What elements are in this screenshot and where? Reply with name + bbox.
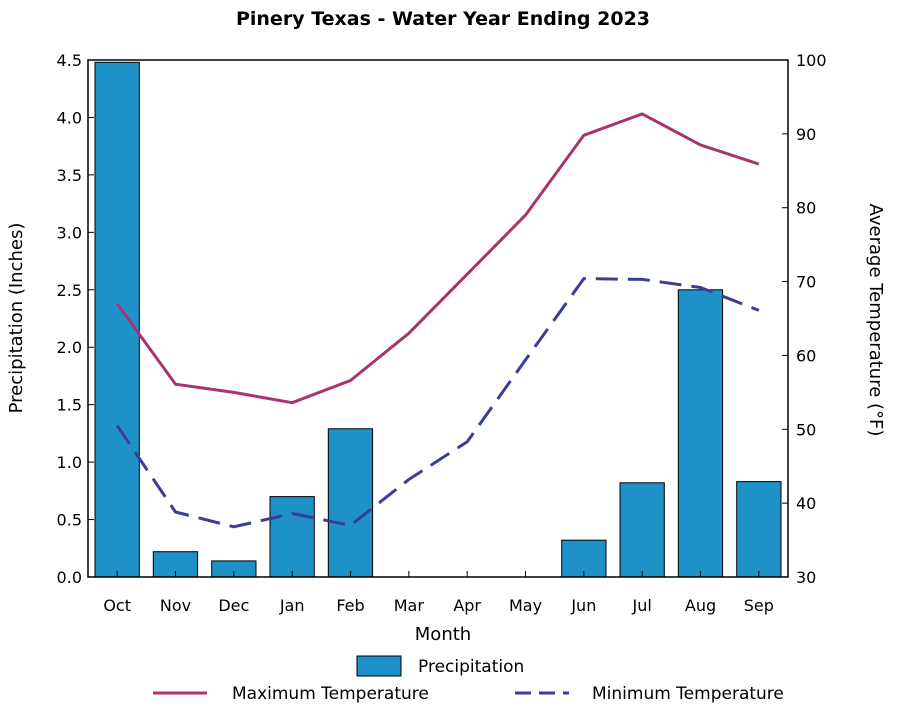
legend-max-label: Maximum Temperature bbox=[232, 684, 429, 704]
y-tick-label: 1.0 bbox=[57, 453, 82, 472]
legend-precip-swatch bbox=[356, 655, 402, 677]
x-tick-label: Jan bbox=[279, 596, 305, 615]
x-tick-label: Jun bbox=[570, 596, 596, 615]
left-axis-ticks: 0.0 0.5 1.0 1.5 2.0 2.5 3.0 3.5 4.0 4.5 bbox=[57, 51, 94, 587]
y-tick-label: 4.0 bbox=[57, 108, 82, 127]
y2-axis-label: Average Temperature (°F) bbox=[865, 204, 886, 437]
bar-feb bbox=[327, 428, 374, 578]
y-tick-label: 0.5 bbox=[57, 511, 82, 530]
y-tick-label: 4.5 bbox=[57, 51, 82, 70]
legend-min-label: Minimum Temperature bbox=[592, 684, 784, 704]
x-tick-label: Jul bbox=[632, 596, 652, 615]
bar-sep bbox=[736, 481, 782, 578]
x-tick-label: Nov bbox=[160, 596, 191, 615]
y2-tick-label: 70 bbox=[796, 273, 816, 292]
y-axis-label: Precipitation (Inches) bbox=[6, 223, 27, 414]
bar-jun bbox=[561, 539, 607, 578]
right-axis-ticks: 30 40 50 60 70 80 90 100 bbox=[782, 51, 827, 587]
x-tick-label: Apr bbox=[453, 596, 481, 615]
y2-tick-label: 30 bbox=[796, 568, 816, 587]
y2-tick-label: 60 bbox=[796, 346, 816, 365]
y2-tick-label: 50 bbox=[796, 420, 816, 439]
bar-jan bbox=[269, 496, 315, 578]
bar-jul bbox=[619, 482, 665, 578]
y-tick-label: 2.0 bbox=[57, 338, 82, 357]
lines-group bbox=[115, 112, 760, 529]
x-tick-label: May bbox=[509, 596, 542, 615]
y-tick-label: 0.0 bbox=[57, 568, 82, 587]
bars-group bbox=[94, 61, 782, 578]
y2-tick-label: 100 bbox=[796, 51, 827, 70]
y2-tick-label: 90 bbox=[796, 125, 816, 144]
bar-oct bbox=[94, 61, 140, 578]
x-axis-ticks: Oct Nov Dec Jan Feb Mar Apr May Jun Jul Aug Sep bbox=[103, 571, 774, 615]
x-tick-label: Dec bbox=[218, 596, 249, 615]
x-tick-label: Feb bbox=[336, 596, 364, 615]
y-tick-label: 1.5 bbox=[57, 396, 82, 415]
y-tick-label: 2.5 bbox=[57, 281, 82, 300]
minimum-temperature-line bbox=[115, 277, 760, 529]
x-axis-label: Month bbox=[415, 624, 471, 645]
y-tick-label: 3.0 bbox=[57, 223, 82, 242]
maximum-temperature-line bbox=[115, 112, 760, 405]
x-tick-label: Sep bbox=[744, 596, 774, 615]
legend: Precipitation Maximum Temperature Minimu… bbox=[153, 655, 784, 704]
x-tick-label: Oct bbox=[103, 596, 131, 615]
plot-frame bbox=[87, 59, 789, 578]
y2-tick-label: 40 bbox=[796, 494, 816, 513]
x-tick-label: Mar bbox=[394, 596, 425, 615]
y2-tick-label: 80 bbox=[796, 199, 816, 218]
legend-precip-label: Precipitation bbox=[418, 657, 524, 677]
y-tick-label: 3.5 bbox=[57, 166, 82, 185]
chart-title: Pinery Texas - Water Year Ending 2023 bbox=[236, 8, 650, 30]
x-tick-label: Aug bbox=[685, 596, 716, 615]
bar-aug bbox=[677, 289, 724, 578]
